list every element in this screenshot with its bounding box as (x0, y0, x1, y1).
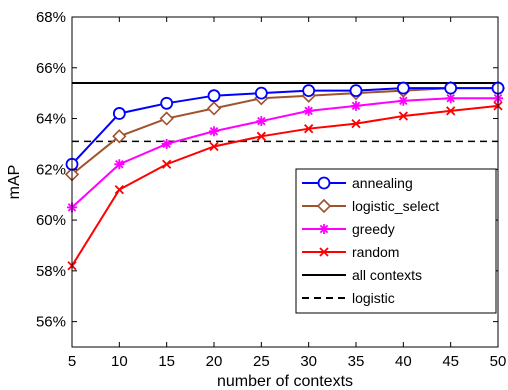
legend-label: logistic (352, 290, 395, 306)
series-annealing (65, 81, 505, 171)
data-point-annealing (349, 84, 363, 98)
y-tick-label: 62% (36, 161, 66, 178)
y-tick-label: 58% (36, 263, 66, 280)
data-point-random (162, 159, 172, 169)
data-point-greedy (161, 138, 172, 149)
x-tick-label: 40 (395, 353, 412, 370)
series-line-greedy (71, 97, 498, 209)
data-point-annealing (444, 81, 458, 95)
legend-entry-logistic-select: logistic_select (302, 198, 439, 214)
data-point-random (398, 111, 408, 121)
legend-label: greedy (352, 221, 395, 237)
legend-label: random (352, 244, 399, 260)
series-line-annealing (71, 87, 498, 165)
x-tick-label: 50 (490, 353, 507, 370)
legend-marker (316, 198, 332, 214)
legend-entry-logistic: logistic (302, 290, 395, 306)
legend-label: annealing (352, 175, 413, 191)
x-tick-label: 10 (111, 353, 128, 370)
data-point-greedy (351, 100, 361, 111)
y-tick-label: 60% (36, 212, 66, 229)
legend-marker (319, 224, 329, 234)
x-tick-label: 30 (300, 353, 317, 370)
data-point-greedy (209, 126, 219, 137)
legend-marker (319, 247, 329, 257)
data-point-logistic-select (206, 101, 222, 116)
legend-box (295, 168, 497, 314)
data-point-random (209, 141, 219, 152)
x-tick-label: 15 (158, 353, 175, 370)
y-axis-label: mAP (6, 165, 23, 200)
data-point-greedy (114, 159, 125, 170)
y-tick-label: 66% (36, 60, 66, 77)
data-point-annealing (254, 86, 268, 100)
legend-entry-all-contexts: all contexts (302, 267, 422, 283)
series-logistic-select (64, 80, 506, 182)
legend-entry-greedy: greedy (302, 221, 395, 237)
y-tick-label: 64% (36, 111, 66, 128)
x-axis-label: number of contexts (217, 373, 353, 390)
legend-marker (317, 176, 331, 190)
series-line-logistic-select (71, 87, 498, 176)
data-point-annealing (160, 96, 174, 110)
data-point-greedy (303, 105, 314, 116)
data-point-logistic-select (159, 111, 174, 126)
legend-entry-random: random (302, 244, 399, 260)
data-point-random (114, 184, 124, 195)
data-point-random (446, 106, 456, 116)
axes: 5 10 15 20 25 30 35 40 45 50 56% 58% 60% 62% 64% 66% 68%… (6, 9, 506, 390)
x-tick-label: 25 (253, 353, 270, 370)
data-point-annealing (207, 89, 221, 103)
series-line-random (71, 104, 499, 267)
data-point-random (256, 131, 266, 141)
x-tick-label: 5 (68, 353, 76, 370)
data-point-annealing (112, 107, 126, 120)
data-point-annealing (396, 81, 410, 95)
x-tick-label: 35 (348, 353, 365, 370)
legend-entry-annealing: annealing (302, 175, 413, 191)
y-tick-label: 56% (36, 314, 66, 331)
data-point-logistic-select (112, 129, 127, 144)
data-point-random (304, 124, 314, 134)
legend-label: logistic_select (352, 198, 439, 214)
data-point-greedy (256, 116, 267, 127)
data-point-random (351, 118, 361, 129)
data-point-annealing (302, 84, 316, 98)
y-tick-label: 68% (36, 9, 66, 26)
x-tick-label: 20 (206, 353, 223, 370)
x-tick-label: 45 (442, 353, 459, 370)
axes-frame (71, 16, 499, 348)
legend-label: all contexts (352, 267, 422, 283)
